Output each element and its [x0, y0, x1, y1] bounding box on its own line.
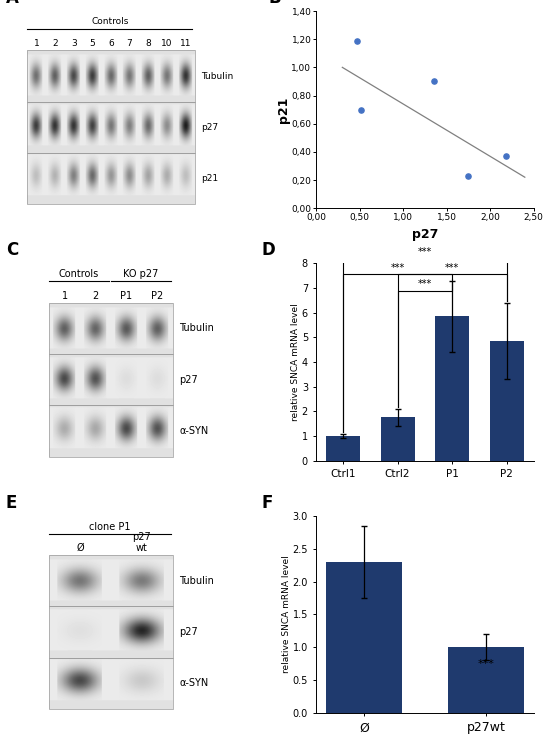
Bar [28, 153, 195, 204]
Text: 11: 11 [180, 40, 191, 49]
Text: 2: 2 [52, 40, 58, 49]
Bar [326, 562, 402, 713]
Text: clone P1: clone P1 [89, 522, 131, 531]
Text: 8: 8 [145, 40, 151, 49]
Text: 10: 10 [161, 40, 173, 49]
Bar [28, 51, 195, 101]
Text: P1: P1 [120, 291, 133, 301]
Text: Tubulin: Tubulin [201, 71, 233, 81]
Text: P2: P2 [151, 291, 163, 301]
Text: Tubulin: Tubulin [179, 323, 214, 334]
Bar [49, 658, 173, 709]
Point [357, 104, 366, 115]
Text: 2: 2 [92, 291, 98, 301]
Text: p21: p21 [201, 174, 218, 183]
Bar [49, 606, 173, 658]
Text: A: A [6, 0, 19, 7]
Text: 7: 7 [126, 40, 133, 49]
Bar [490, 341, 524, 461]
Bar [448, 648, 524, 713]
Text: C: C [6, 242, 18, 259]
Text: ***: *** [418, 279, 432, 290]
Text: 1: 1 [62, 291, 68, 301]
Text: p27: p27 [201, 123, 218, 132]
Text: ***: *** [477, 659, 494, 669]
Bar [435, 316, 469, 461]
Text: p27: p27 [179, 627, 198, 637]
X-axis label: p27: p27 [412, 228, 438, 240]
Text: 5: 5 [90, 40, 95, 49]
Text: D: D [262, 242, 276, 259]
Text: ***: *** [445, 263, 459, 273]
Y-axis label: relative SNCA mRNA level: relative SNCA mRNA level [292, 303, 300, 421]
Y-axis label: relative SNCA mRNA level: relative SNCA mRNA level [282, 556, 291, 673]
Text: p27: p27 [179, 375, 198, 384]
Text: 1: 1 [34, 40, 40, 49]
Text: Tubulin: Tubulin [179, 576, 214, 586]
Text: ***: *** [418, 247, 432, 257]
Text: ***: *** [390, 263, 405, 273]
Bar [326, 436, 360, 461]
Text: KO p27: KO p27 [123, 269, 158, 279]
Text: α-SYN: α-SYN [179, 426, 208, 436]
Text: Ø: Ø [76, 543, 84, 553]
Point [429, 76, 438, 87]
Text: F: F [262, 494, 273, 512]
Bar [49, 555, 173, 606]
Bar [49, 354, 173, 406]
Bar [381, 417, 415, 461]
Text: α-SYN: α-SYN [179, 678, 208, 689]
Point [464, 170, 473, 182]
Text: p27
wt: p27 wt [133, 531, 151, 553]
Y-axis label: p21: p21 [277, 96, 290, 123]
Bar [49, 303, 173, 354]
Text: 3: 3 [71, 40, 76, 49]
Text: Controls: Controls [91, 17, 129, 26]
Text: Controls: Controls [59, 269, 99, 279]
Text: B: B [268, 0, 281, 7]
Text: E: E [6, 494, 17, 512]
Point [501, 150, 510, 162]
Bar [49, 406, 173, 456]
Point [353, 35, 361, 46]
Bar [28, 101, 195, 153]
Text: 6: 6 [108, 40, 114, 49]
